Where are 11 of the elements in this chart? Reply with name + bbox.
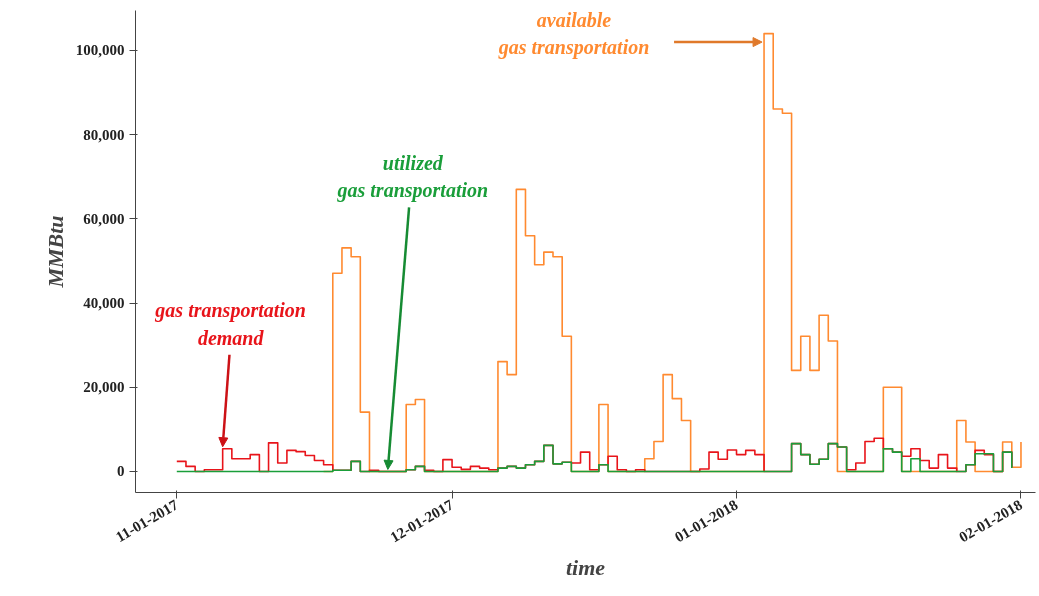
x-axis-title: time (565, 555, 606, 581)
text: gas transportation demand (154, 299, 306, 349)
y-tick-label: 100,000 (75, 42, 125, 59)
y-tick-label: 0 (117, 463, 125, 480)
y-tick-label: 40,000 (83, 295, 125, 312)
y-tick-label: 60,000 (83, 210, 125, 227)
y-tick-label: 20,000 (83, 379, 125, 396)
y-axis-title: MMBtu (42, 215, 68, 289)
text: available gas transportation (497, 8, 650, 60)
text: utilized gas transportation (336, 151, 489, 203)
y-tick-label: 80,000 (83, 126, 125, 143)
